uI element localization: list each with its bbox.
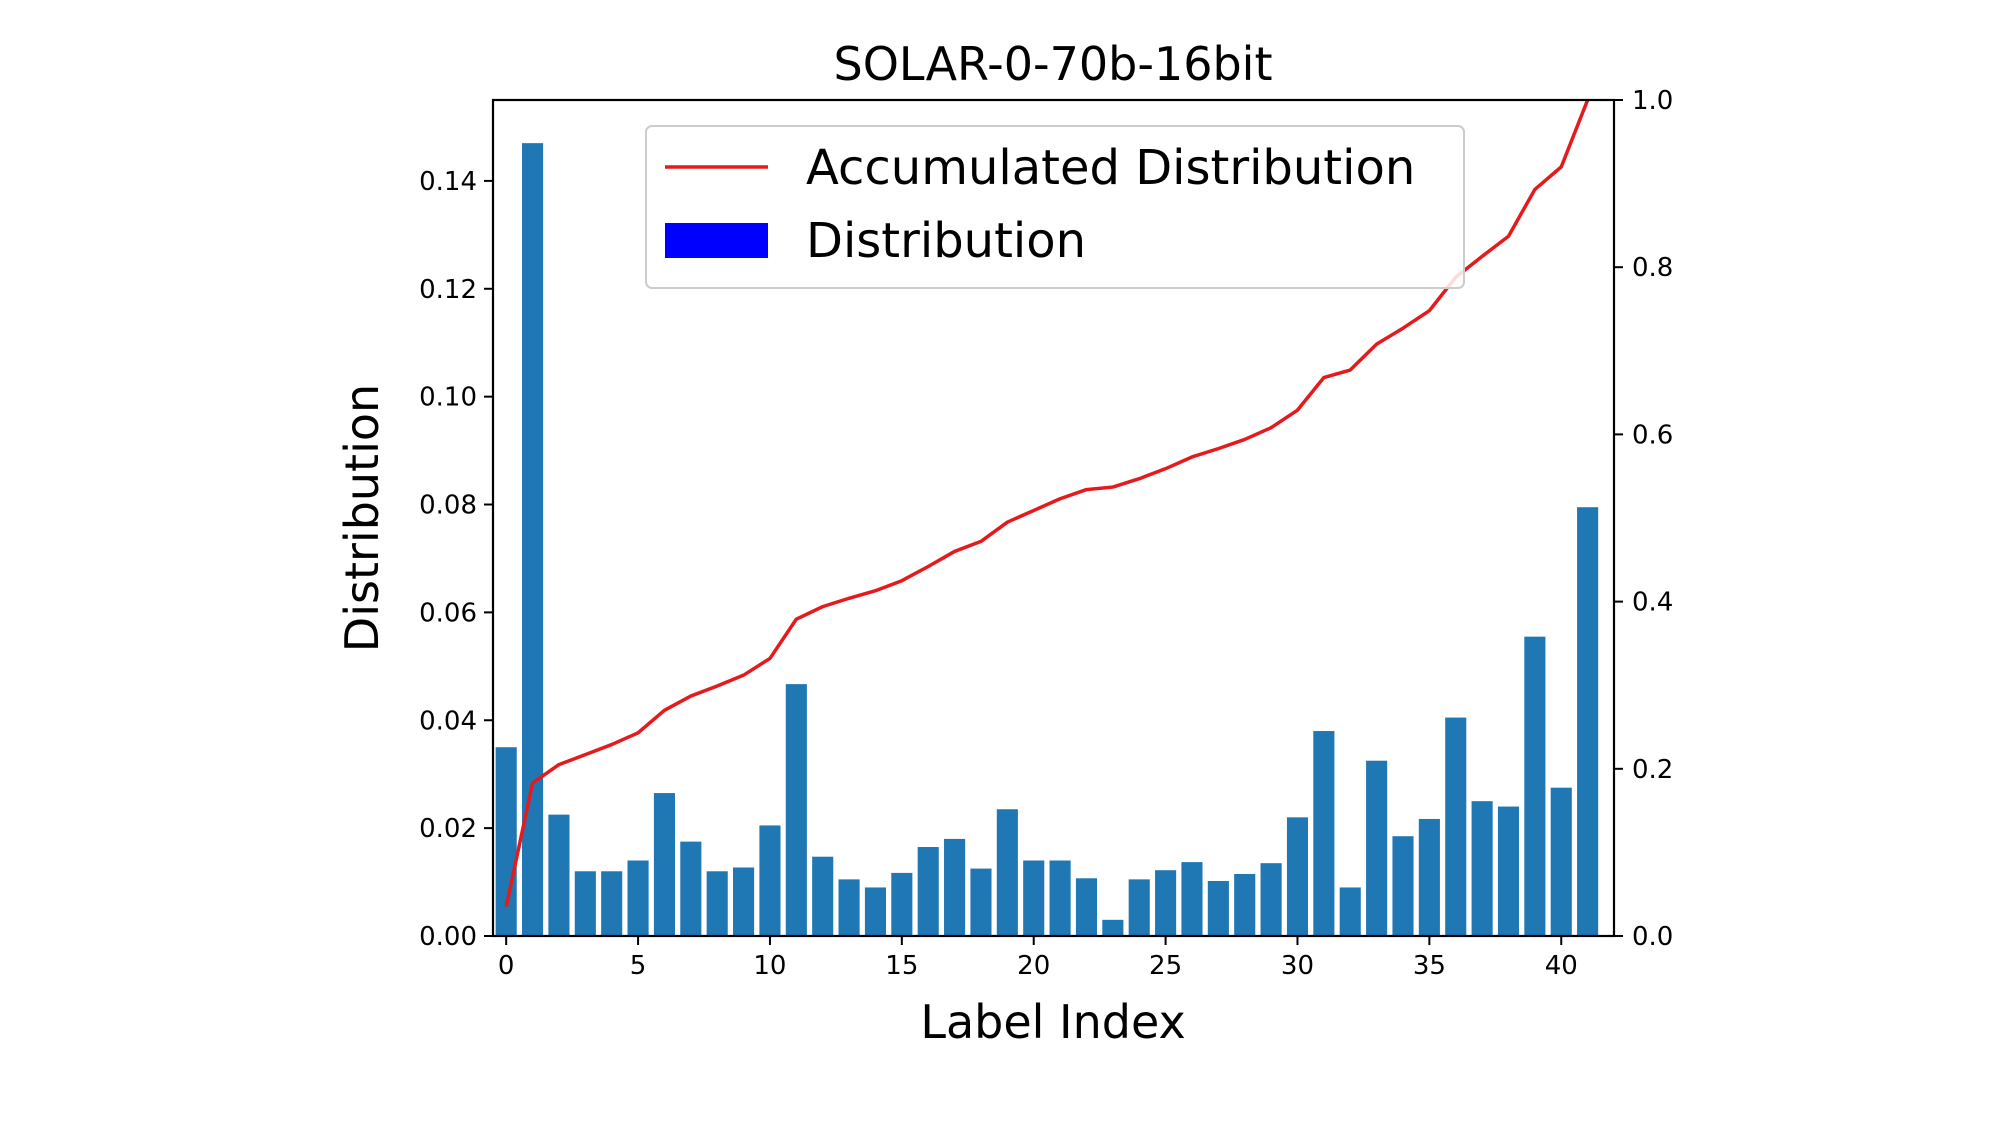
x-tick-label: 35 [1413,951,1446,981]
bar-11 [785,684,807,936]
bar-5 [627,860,649,936]
legend-label-distribution: Distribution [806,213,1086,269]
bar-36 [1445,717,1467,936]
bar-19 [996,809,1018,936]
bar-21 [1049,860,1071,936]
bar-15 [891,872,913,936]
line-layer [504,100,1590,908]
legend: Accumulated Distribution Distribution [645,125,1465,289]
y2-tick-label: 0.8 [1632,253,1673,283]
x-tick-label: 0 [498,951,515,981]
bar-25 [1155,870,1177,936]
chart-title: SOLAR-0-70b-16bit [834,37,1273,91]
x-axis: 0 5 10 15 20 25 30 35 40 [498,936,1578,981]
bar-31 [1313,731,1335,936]
bar-4 [601,871,623,936]
right-axis: 0.0 0.2 0.4 0.6 0.8 1.0 [1614,86,1673,952]
x-tick-label: 30 [1281,951,1314,981]
x-tick-label: 10 [753,951,786,981]
bar-27 [1207,880,1229,936]
bar-29 [1260,863,1282,936]
bar-10 [759,825,781,936]
bar-2 [548,814,570,936]
bar-35 [1418,818,1440,936]
y2-tick-label: 0.2 [1632,755,1673,785]
legend-label-accumulated: Accumulated Distribution [806,140,1415,196]
bars-layer [495,143,1599,937]
bar-40 [1550,787,1572,936]
bar-13 [838,879,860,936]
bar-8 [706,871,728,936]
bar-18 [970,868,992,936]
y-tick-label: 0.06 [419,598,477,628]
y-tick-label: 0.08 [419,491,477,521]
bar-0 [495,747,517,936]
legend-box [645,125,1465,289]
bar-9 [733,867,755,936]
bar-6 [653,793,675,936]
bar-37 [1471,801,1493,936]
accumulated-line [504,100,1590,908]
bar-30 [1286,817,1309,936]
bar-12 [812,856,834,936]
y-tick-label: 0.10 [419,383,477,413]
bar-22 [1075,878,1098,936]
x-tick-label: 40 [1545,951,1578,981]
y2-tick-label: 1.0 [1632,86,1673,116]
bar-34 [1392,836,1414,936]
y-tick-label: 0.00 [419,922,477,952]
bar-14 [864,887,887,936]
bar-39 [1524,636,1546,936]
y-tick-label: 0.12 [419,275,477,305]
bar-1 [522,143,544,937]
bar-20 [1023,860,1045,936]
x-tick-label: 25 [1149,951,1182,981]
x-tick-label: 15 [885,951,918,981]
bar-26 [1181,862,1203,936]
left-axis: 0.00 0.02 0.04 0.06 0.08 0.10 0.12 0.14 [419,167,493,952]
y-tick-label: 0.02 [419,814,477,844]
y2-tick-label: 0.6 [1632,420,1673,450]
x-tick-label: 5 [630,951,647,981]
bar-38 [1497,806,1520,936]
bar-32 [1339,887,1361,936]
x-tick-label: 20 [1017,951,1050,981]
bar-28 [1234,873,1256,936]
plot-frame [491,98,1616,938]
bar-17 [944,838,966,936]
legend-bar-swatch [665,223,768,258]
y2-tick-label: 0.0 [1632,922,1673,952]
bar-16 [917,847,939,936]
bar-7 [680,841,702,936]
bar-33 [1366,760,1388,936]
y-tick-label: 0.04 [419,706,477,736]
y-axis-title: Distribution [335,384,389,652]
x-axis-title: Label Index [920,995,1185,1049]
bar-3 [574,871,596,936]
y2-tick-label: 0.4 [1632,588,1673,618]
y-tick-label: 0.14 [419,167,477,197]
bar-41 [1577,507,1599,936]
bar-24 [1128,879,1150,936]
bar-23 [1102,919,1124,936]
